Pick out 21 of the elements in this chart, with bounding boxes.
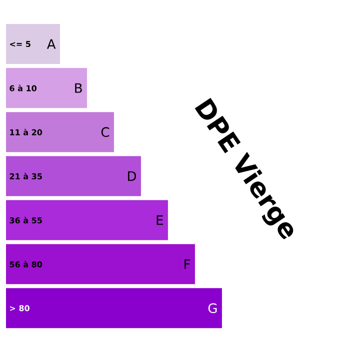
y-tick-label: 6 à 10 xyxy=(10,84,37,92)
y-tick-label: <= 5 xyxy=(10,41,30,47)
annotation: E xyxy=(156,215,163,225)
bar xyxy=(6,68,87,108)
annotation: C xyxy=(101,127,110,137)
y-tick-label: 36 à 55 xyxy=(10,216,42,224)
y-tick-label: 21 à 35 xyxy=(10,172,42,180)
annotation: F xyxy=(184,259,190,269)
bar xyxy=(6,200,168,240)
y-tick-label: > 80 xyxy=(10,305,30,312)
y-tick-label: 11 à 20 xyxy=(10,128,42,136)
y-tick-label: 56 à 80 xyxy=(10,260,42,268)
bar xyxy=(6,24,60,64)
annotation: A xyxy=(46,39,56,49)
annotation: G xyxy=(208,303,217,314)
bar xyxy=(6,112,114,152)
bar xyxy=(6,156,141,196)
annotation: D xyxy=(128,171,136,181)
bar xyxy=(6,288,222,328)
annotation: B xyxy=(75,83,82,93)
bar xyxy=(6,244,195,284)
